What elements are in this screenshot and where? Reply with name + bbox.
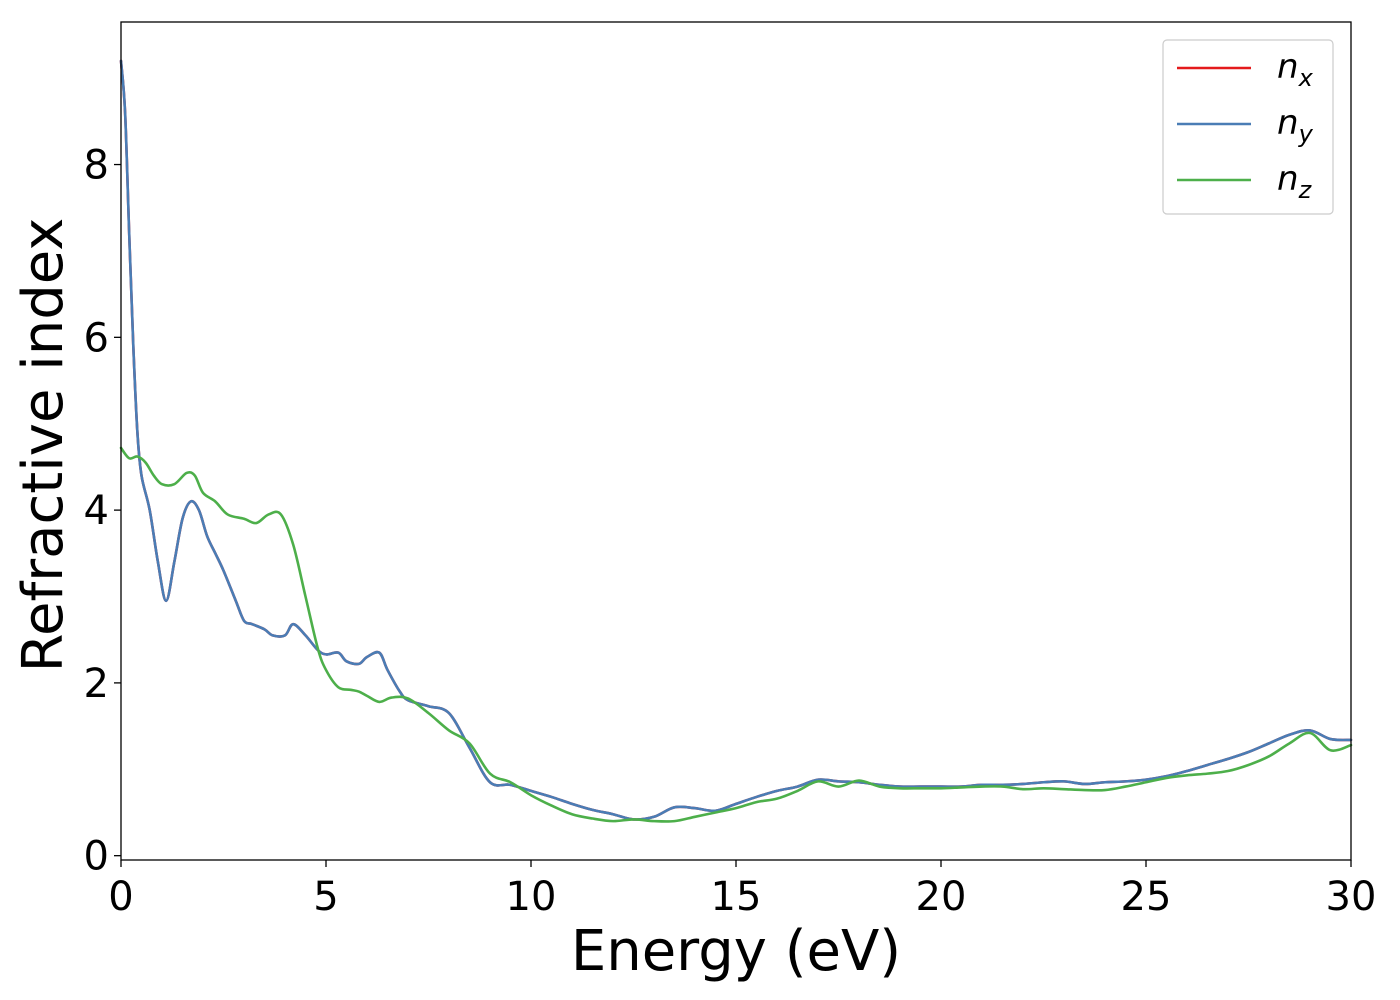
legend: nx ny nz: [1162, 39, 1334, 215]
x-tick-label: 20: [916, 874, 967, 920]
x-tick-label: 15: [711, 874, 762, 920]
series-layer: [119, 59, 1353, 823]
legend-label-n-x: nx: [1277, 47, 1314, 92]
y-tick-label: 2: [84, 661, 109, 707]
x-tick-label: 5: [313, 874, 338, 920]
x-axis-ticks: 0 5 10 15 20 25 30: [108, 860, 1376, 920]
y-axis-label: Refractive index: [11, 218, 76, 673]
legend-box: [1162, 39, 1334, 215]
y-tick-label: 4: [84, 488, 109, 534]
y-axis-ticks: 0 2 4 6 8: [84, 143, 121, 880]
x-tick-label: 30: [1326, 874, 1377, 920]
series-line-n-z: [119, 446, 1353, 823]
legend-label-n-y: ny: [1277, 103, 1314, 148]
y-tick-label: 6: [84, 315, 109, 361]
x-tick-label: 10: [506, 874, 557, 920]
x-tick-label: 25: [1121, 874, 1172, 920]
legend-label-n-z: nz: [1277, 159, 1313, 204]
y-tick-label: 8: [84, 143, 109, 189]
y-tick-label: 0: [84, 834, 109, 880]
x-axis-label: Energy (eV): [571, 919, 901, 984]
x-tick-label: 0: [108, 874, 133, 920]
series-line-n-y: [119, 59, 1353, 821]
